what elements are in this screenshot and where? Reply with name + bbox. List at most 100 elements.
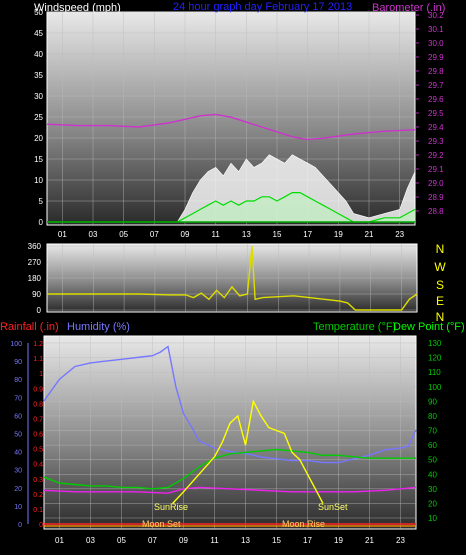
temperature-tick-label: 50	[428, 456, 437, 465]
wind-x-tick-label: 21	[365, 230, 374, 239]
direction-line	[47, 245, 418, 311]
wind-x-tick-label: 19	[334, 230, 343, 239]
sunset-label: SunSet	[318, 502, 348, 512]
temperature-tick-label: 10	[428, 514, 437, 523]
temp-x-tick-label: 21	[365, 536, 374, 545]
rain-tick-label: 0.1	[33, 507, 43, 514]
barometer-tick-label: 28.8	[428, 207, 444, 216]
humidity-tick-label: 50	[14, 432, 22, 439]
humidity-tick-label: 20	[14, 486, 22, 493]
barometer-y-ticks: 28.8 28.9 29.0 29.1 29.2 29.3 29.4 29.5 29.6 29.7…	[415, 11, 444, 216]
barometer-tick-label: 30.0	[428, 39, 444, 48]
wind-x-tick-label: 11	[212, 230, 221, 239]
rain-tick-label: 0	[39, 522, 43, 529]
wind-x-tick-label: 03	[89, 230, 98, 239]
wind-x-tick-label: 07	[150, 230, 159, 239]
rain-tick-label: 0.4	[33, 462, 43, 469]
barometer-tick-label: 28.9	[428, 193, 444, 202]
compass-label: N	[436, 310, 445, 324]
barometer-tick-label: 29.7	[428, 81, 444, 90]
temp-x-tick-label: 19	[334, 536, 343, 545]
wind-x-tick-label: 09	[181, 230, 190, 239]
sun-line	[172, 399, 324, 504]
barometer-line	[46, 113, 416, 141]
wind-tick-label: 0	[39, 218, 44, 227]
temperature-axis-label: Temperature (°F)	[313, 321, 396, 333]
temp-x-tick-label: 03	[86, 536, 95, 545]
temperature-tick-label: 120	[428, 354, 442, 363]
direction-tick-label: 90	[32, 290, 41, 299]
direction-y-ticks: 0 90 180 270 360	[28, 242, 42, 315]
temp-grid	[44, 336, 416, 529]
direction-tick-label: 0	[37, 306, 42, 315]
barometer-tick-label: 29.0	[428, 179, 444, 188]
rain-tick-label: 0.7	[33, 416, 43, 423]
temperature-tick-label: 70	[428, 427, 437, 436]
wind-tick-label: 30	[34, 92, 43, 101]
temp-x-tick-label: 09	[179, 536, 188, 545]
rain-tick-label: 0.5	[33, 447, 43, 454]
barometer-tick-label: 29.8	[428, 67, 444, 76]
barometer-tick-label: 30.1	[428, 25, 444, 34]
wind-x-tick-label: 15	[273, 230, 282, 239]
direction-tick-label: 270	[28, 258, 42, 267]
wind-tick-label: 10	[34, 176, 43, 185]
barometer-tick-label: 29.2	[428, 151, 444, 160]
wind-tick-label: 40	[34, 50, 43, 59]
compass-label: E	[436, 294, 444, 308]
sunrise-label: SunRise	[154, 502, 188, 512]
humidity-tick-label: 90	[14, 359, 22, 366]
humidity-tick-label: 10	[14, 504, 22, 511]
temperature-tick-label: 90	[428, 397, 437, 406]
rain-tick-label: 0.2	[33, 492, 43, 499]
rain-tick-label: 0.9	[33, 386, 43, 393]
temp-x-ticks: 01 03 05 07 09 11 13 15 17 19 21 23	[55, 536, 405, 545]
compass-label: W	[434, 260, 446, 274]
wind-x-tick-label: 23	[395, 230, 404, 239]
rain-tick-label: 0.6	[33, 432, 43, 439]
moonset-label: Moon Set	[142, 519, 181, 529]
humidity-tick-label: 0	[18, 522, 22, 529]
wind-tick-label: 5	[39, 197, 44, 206]
temp-x-tick-label: 07	[148, 536, 157, 545]
rain-axis-label: Rainfall (.in)	[0, 321, 59, 333]
humidity-tick-label: 100	[10, 341, 22, 348]
rain-y-ticks: 0 0.1 0.2 0.3 0.4 0.5 0.6 0.7 0.8 0.9 1 1.1 1.2	[33, 341, 43, 529]
dewpoint-line	[43, 486, 417, 494]
humidity-axis-label: Humidity (%)	[67, 321, 130, 333]
barometer-tick-label: 29.1	[428, 165, 444, 174]
wind-x-tick-label: 01	[58, 230, 67, 239]
barometer-tick-label: 30.2	[428, 11, 444, 20]
moonrise-label: Moon Rise	[282, 519, 325, 529]
temperature-line	[43, 448, 416, 490]
chart-title: 24 hour graph day February 17 2013	[173, 1, 352, 13]
compass-label: S	[436, 278, 444, 292]
temperature-tick-label: 60	[428, 441, 437, 450]
humidity-tick-label: 80	[14, 377, 22, 384]
temperature-tick-label: 40	[428, 470, 437, 479]
temperature-tick-label: 100	[428, 383, 442, 392]
direction-tick-label: 180	[28, 274, 42, 283]
barometer-tick-label: 29.4	[428, 123, 444, 132]
temperature-tick-label: 110	[428, 368, 441, 377]
barometer-axis-label: Barometer (.in)	[372, 2, 445, 14]
compass-label: N	[436, 242, 445, 256]
rain-tick-label: 1	[39, 371, 43, 378]
humidity-tick-label: 30	[14, 468, 22, 475]
temp-x-tick-label: 13	[241, 536, 250, 545]
wind-x-tick-label: 13	[242, 230, 251, 239]
temperature-tick-label: 30	[428, 485, 437, 494]
direction-tick-label: 360	[28, 242, 42, 251]
temp-x-tick-label: 23	[396, 536, 405, 545]
humidity-tick-label: 40	[14, 450, 22, 457]
humidity-tick-label: 60	[14, 413, 22, 420]
wind-x-tick-label: 05	[119, 230, 128, 239]
wind-tick-label: 15	[34, 155, 43, 164]
barometer-tick-label: 29.5	[428, 109, 444, 118]
wind-x-tick-label: 17	[303, 230, 312, 239]
rain-tick-label: 1.1	[33, 356, 43, 363]
wind-tick-label: 45	[34, 29, 43, 38]
wind-tick-label: 35	[34, 71, 43, 80]
